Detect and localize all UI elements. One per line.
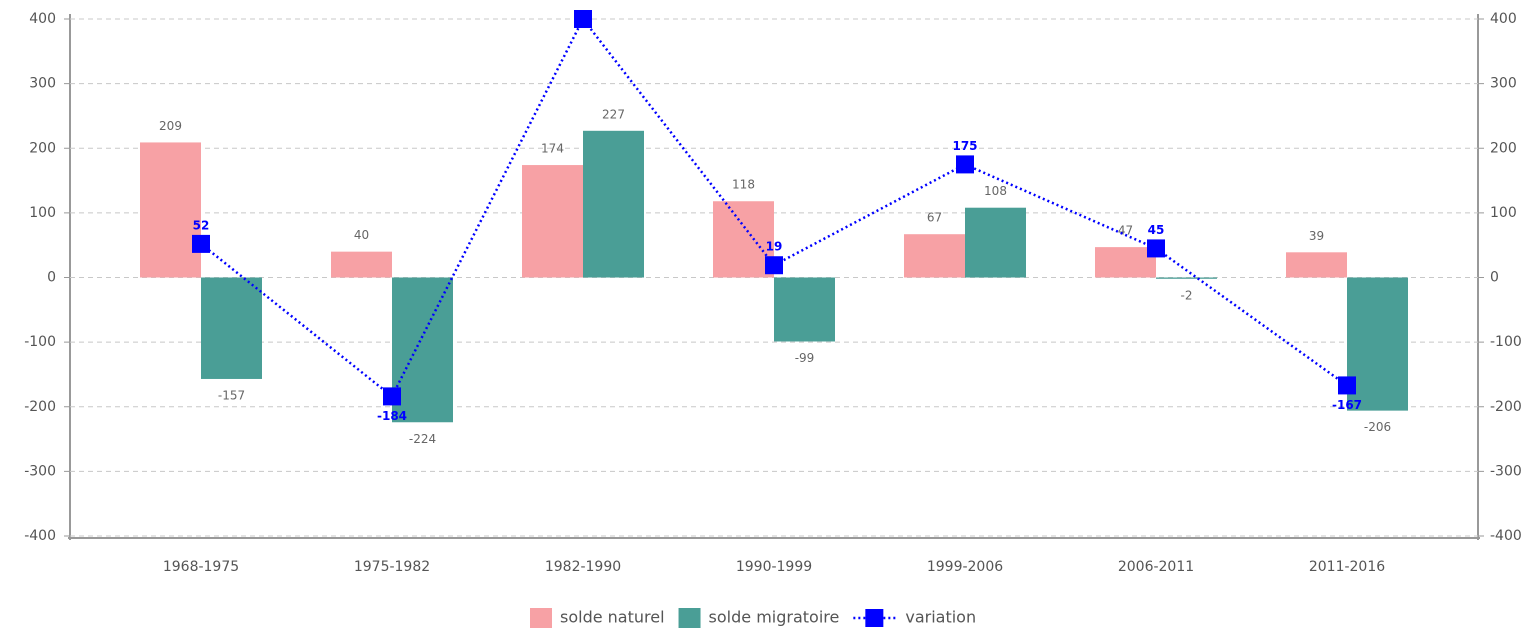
- bar: [904, 234, 965, 278]
- x-tick-label: 2006-2011: [1118, 559, 1194, 575]
- y2-tick-label: 200: [1490, 140, 1517, 156]
- y-tick-label: -100: [24, 334, 56, 350]
- bar: [1095, 247, 1156, 278]
- legend-label: solde naturel: [560, 608, 665, 627]
- x-tick-label: 1968-1975: [163, 559, 239, 575]
- data-label: 39: [1309, 229, 1324, 243]
- y-tick-label: -200: [24, 399, 56, 415]
- y2-tick-label: -100: [1490, 334, 1522, 350]
- y2-tick-label: -400: [1490, 528, 1522, 544]
- data-label: 52: [193, 218, 210, 232]
- bar: [774, 277, 835, 342]
- bar: [583, 130, 644, 278]
- y2-tick-label: -300: [1490, 463, 1522, 479]
- x-tick-label: 1990-1999: [736, 559, 812, 575]
- data-label: -167: [1332, 398, 1362, 412]
- data-label: -2: [1181, 288, 1193, 302]
- data-label: 67: [927, 211, 942, 225]
- y2-tick-label: 0: [1490, 270, 1499, 286]
- data-label: -157: [218, 388, 245, 402]
- y2-tick-label: 400: [1490, 11, 1517, 27]
- bar: [140, 142, 201, 278]
- bar: [201, 277, 262, 379]
- marker: [1147, 239, 1165, 258]
- y-tick-label: -300: [24, 463, 56, 479]
- y2-tick-label: 100: [1490, 205, 1517, 221]
- bar: [392, 277, 453, 423]
- data-label: 227: [602, 107, 625, 121]
- bar: [522, 165, 583, 278]
- y-tick-label: 100: [29, 205, 56, 221]
- marker: [765, 256, 783, 275]
- y-tick-label: 0: [47, 270, 56, 286]
- data-label: 108: [984, 184, 1007, 198]
- data-label: -99: [795, 351, 815, 365]
- data-label: -206: [1364, 420, 1391, 434]
- y2-tick-label: 300: [1490, 76, 1517, 92]
- x-tick-label: 2011-2016: [1309, 559, 1385, 575]
- data-label: 118: [732, 178, 755, 192]
- x-tick-label: 1982-1990: [545, 559, 621, 575]
- bar: [331, 251, 392, 278]
- y2-tick-label: -200: [1490, 399, 1522, 415]
- marker: [383, 387, 401, 406]
- data-label: 40: [354, 228, 369, 242]
- marker: [192, 234, 210, 253]
- legend-swatch: [530, 608, 552, 628]
- x-tick-label: 1975-1982: [354, 559, 430, 575]
- data-label: -184: [377, 409, 407, 423]
- data-label: 209: [159, 119, 182, 133]
- y-tick-label: 200: [29, 140, 56, 156]
- data-label: 45: [1148, 223, 1165, 237]
- data-label: 174: [541, 142, 564, 156]
- bar: [1286, 252, 1347, 278]
- legend-label: variation: [905, 608, 976, 627]
- y-tick-label: 300: [29, 76, 56, 92]
- bar: [1347, 277, 1408, 411]
- marker: [956, 155, 974, 174]
- bar: [713, 201, 774, 278]
- data-label: -224: [409, 432, 436, 446]
- y-tick-label: -400: [24, 528, 56, 544]
- legend-label: solde migratoire: [709, 608, 840, 627]
- marker: [1338, 376, 1356, 395]
- data-label: 175: [952, 139, 977, 153]
- legend-swatch: [678, 608, 701, 628]
- data-label: 19: [766, 240, 783, 254]
- legend-marker: [865, 609, 884, 627]
- bar: [1156, 277, 1217, 279]
- x-tick-label: 1999-2006: [927, 559, 1003, 575]
- marker: [574, 10, 592, 28]
- bar: [965, 207, 1026, 278]
- y-tick-label: 400: [29, 11, 56, 27]
